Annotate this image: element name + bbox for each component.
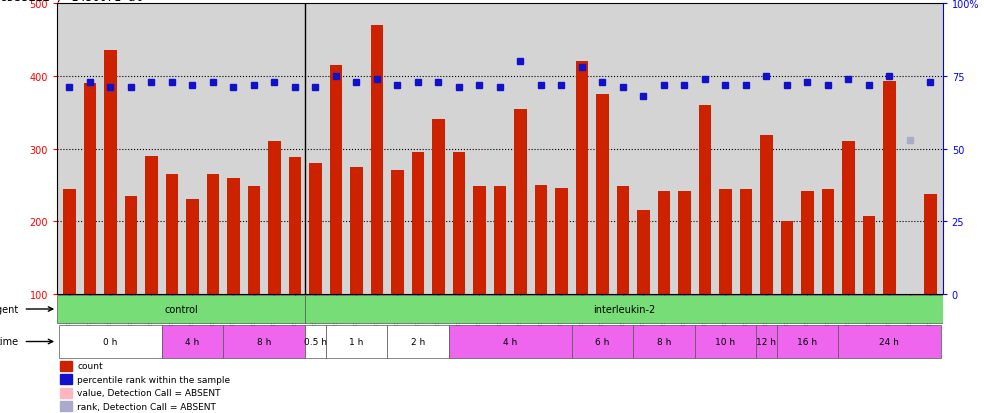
Bar (740, 189, 752, 294)
Bar (576, 62, 588, 294)
Bar (60, 388, 72, 398)
Text: value, Detection Call = ABSENT: value, Detection Call = ABSENT (78, 388, 221, 397)
Bar (884, 82, 895, 294)
Text: 0 h: 0 h (103, 337, 117, 346)
Text: percentile rank within the sample: percentile rank within the sample (78, 375, 230, 384)
Bar (453, 153, 465, 294)
Bar (776, 325, 838, 358)
Text: interleukin-2: interleukin-2 (592, 304, 655, 314)
Bar (449, 325, 572, 358)
Bar (84, 84, 96, 294)
Bar (392, 171, 403, 294)
Bar (146, 157, 157, 294)
Text: 2 h: 2 h (410, 337, 425, 346)
Bar (165, 175, 178, 294)
Bar (515, 109, 526, 294)
Text: agent: agent (0, 304, 19, 314)
Bar (227, 178, 239, 294)
Bar (822, 190, 834, 294)
Text: 1 h: 1 h (349, 337, 363, 346)
Bar (924, 194, 937, 294)
Text: 24 h: 24 h (880, 337, 899, 346)
Bar (350, 167, 362, 294)
Bar (186, 200, 199, 294)
Bar (638, 211, 649, 294)
Text: 12 h: 12 h (757, 337, 776, 346)
Bar (719, 189, 731, 294)
Text: 8 h: 8 h (656, 337, 671, 346)
Bar (572, 325, 633, 358)
Bar (57, 295, 305, 324)
Text: GDS3222 / 1450071_at: GDS3222 / 1450071_at (0, 0, 143, 3)
Text: time: time (0, 337, 19, 347)
Bar (842, 142, 854, 294)
Bar (756, 325, 776, 358)
Bar (305, 295, 943, 324)
Bar (125, 196, 137, 294)
Bar (838, 325, 941, 358)
Bar (699, 106, 711, 294)
Bar (207, 175, 219, 294)
Bar (387, 325, 449, 358)
Bar (60, 361, 72, 371)
Bar (695, 325, 756, 358)
Text: 4 h: 4 h (503, 337, 518, 346)
Bar (411, 153, 424, 294)
Bar (617, 187, 629, 294)
Bar (555, 188, 568, 294)
Bar (330, 66, 342, 294)
Bar (248, 187, 260, 294)
Bar (63, 189, 76, 294)
Text: control: control (164, 304, 198, 314)
Bar (223, 325, 305, 358)
Bar (161, 325, 223, 358)
Bar (633, 325, 695, 358)
Text: 16 h: 16 h (797, 337, 818, 346)
Bar (657, 191, 670, 294)
Bar (761, 136, 772, 294)
Bar (305, 325, 326, 358)
Bar (371, 26, 383, 294)
Bar (863, 217, 875, 294)
Bar (780, 222, 793, 294)
Text: count: count (78, 361, 103, 370)
Text: 8 h: 8 h (257, 337, 272, 346)
Text: 4 h: 4 h (185, 337, 200, 346)
Text: 10 h: 10 h (715, 337, 735, 346)
Bar (432, 120, 445, 294)
Bar (60, 401, 72, 411)
Bar (326, 325, 387, 358)
Bar (288, 158, 301, 294)
Bar (473, 187, 485, 294)
Bar (269, 142, 280, 294)
Bar (59, 325, 161, 358)
Bar (801, 191, 814, 294)
Bar (60, 375, 72, 384)
Bar (494, 187, 506, 294)
Bar (678, 191, 691, 294)
Text: 0.5 h: 0.5 h (304, 337, 327, 346)
Bar (309, 164, 322, 294)
Bar (596, 95, 608, 294)
Bar (104, 51, 116, 294)
Text: rank, Detection Call = ABSENT: rank, Detection Call = ABSENT (78, 402, 216, 411)
Text: 6 h: 6 h (595, 337, 609, 346)
Bar (534, 185, 547, 294)
